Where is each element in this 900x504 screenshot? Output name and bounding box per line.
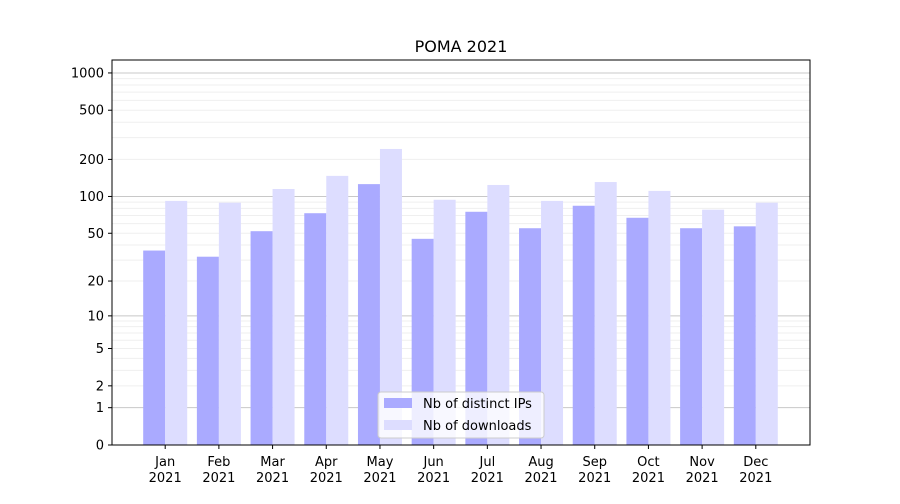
x-tick-year: 2021 (256, 471, 289, 486)
y-tick-label: 2 (96, 379, 104, 394)
x-tick-label: Jul (479, 455, 496, 470)
x-tick-label: Nov (689, 455, 715, 470)
x-tick-year: 2021 (149, 471, 182, 486)
bar-distinct-ips (143, 250, 166, 445)
bar-downloads (272, 189, 295, 445)
legend-label: Nb of downloads (423, 419, 532, 434)
bar-distinct-ips (733, 226, 756, 445)
bar-downloads (218, 202, 241, 445)
x-tick-year: 2021 (632, 471, 665, 486)
y-tick-label: 20 (87, 275, 104, 290)
y-tick-label: 500 (79, 104, 104, 119)
bar-distinct-ips (465, 211, 488, 445)
bar-downloads (541, 200, 564, 445)
bar-distinct-ips (519, 228, 542, 445)
x-tick-label: Aug (528, 455, 553, 470)
bar-downloads (433, 199, 456, 445)
y-tick-label: 5 (96, 342, 104, 357)
legend-box (377, 391, 545, 439)
x-tick-year: 2021 (310, 471, 343, 486)
x-tick-year: 2021 (578, 471, 611, 486)
x-tick-label: Apr (315, 455, 338, 470)
x-tick-year: 2021 (202, 471, 235, 486)
x-tick-label: Sep (582, 455, 607, 470)
bar-distinct-ips (196, 256, 219, 445)
x-tick-year: 2021 (471, 471, 504, 486)
y-tick-label: 200 (79, 153, 104, 168)
y-tick-label: 100 (79, 190, 104, 205)
x-tick-year: 2021 (417, 471, 450, 486)
bar-distinct-ips (572, 205, 595, 445)
bar-downloads (594, 182, 617, 445)
bar-distinct-ips (626, 217, 649, 445)
x-tick-label: Feb (207, 455, 230, 470)
bar-downloads (755, 202, 778, 445)
x-tick-year: 2021 (363, 471, 396, 486)
x-tick-label: May (367, 455, 394, 470)
bar-distinct-ips (357, 184, 380, 445)
plot-frame (111, 59, 811, 446)
bar-downloads (379, 148, 402, 445)
x-tick-year: 2021 (739, 471, 772, 486)
bar-distinct-ips (304, 213, 327, 445)
bar-distinct-ips (680, 228, 703, 445)
y-tick-label: 1 (96, 401, 104, 416)
bar-downloads (165, 200, 188, 445)
x-tick-label: Mar (260, 455, 285, 470)
legend: Nb of distinct IPs Nb of downloads (377, 391, 545, 439)
bar-downloads (487, 184, 510, 445)
x-tick-label: Jun (422, 455, 443, 470)
legend-swatch (384, 420, 412, 430)
x-tick-label: Oct (637, 455, 659, 470)
bar-downloads (702, 209, 725, 445)
x-tick-label: Jan (154, 455, 175, 470)
x-tick-year: 2021 (686, 471, 719, 486)
bar-downloads (648, 190, 671, 445)
x-tick-year: 2021 (524, 471, 557, 486)
legend-label: Nb of distinct IPs (423, 397, 532, 412)
y-tick-label: 10 (87, 309, 104, 324)
legend-swatch (384, 398, 412, 408)
bar-downloads (326, 175, 349, 445)
y-tick-label: 1000 (71, 66, 104, 81)
y-tick-label: 50 (87, 227, 104, 242)
chart-title: POMA 2021 (415, 37, 508, 56)
x-tick-label: Dec (743, 455, 768, 470)
bar-distinct-ips (250, 231, 273, 445)
y-tick-label: 0 (96, 439, 104, 454)
